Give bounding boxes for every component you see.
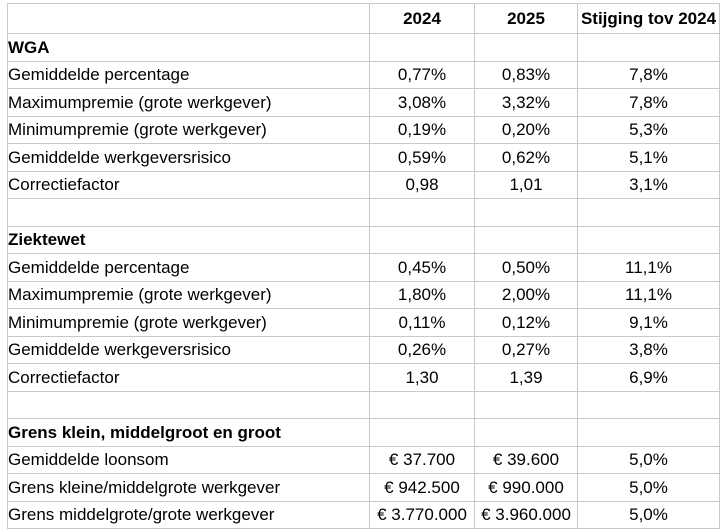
value-2025: 3,32% <box>474 88 578 117</box>
value-2024: € 942.500 <box>369 473 475 502</box>
table-row: Grens middelgrote/grote werkgever € 3.770… <box>7 500 720 529</box>
premium-comparison-table-wrap: 2024 2025 Stijging tov 2024 WGA Gemiddeld… <box>7 3 720 529</box>
value-stijging <box>577 225 720 254</box>
value-stijging: 7,8% <box>577 60 720 89</box>
value-2025: 0,12% <box>474 308 578 337</box>
table-row: Gemiddelde werkgeversrisico 0,59% 0,62% 5,1… <box>7 143 720 172</box>
value-stijging: 5,0% <box>577 500 720 529</box>
value-2025 <box>474 198 578 227</box>
row-label: Maximumpremie (grote werkgever) <box>7 88 370 117</box>
row-label <box>7 198 370 227</box>
row-label: Grens kleine/middelgrote werkgever <box>7 473 370 502</box>
value-2025: 0,20% <box>474 115 578 144</box>
value-stijging <box>577 198 720 227</box>
value-2025: € 39.600 <box>474 445 578 474</box>
value-stijging: 3,8% <box>577 335 720 364</box>
table-row: Grens kleine/middelgrote werkgever € 942.… <box>7 473 720 502</box>
value-stijging: 7,8% <box>577 88 720 117</box>
row-label: Correctiefactor <box>7 363 370 392</box>
row-label: Minimumpremie (grote werkgever) <box>7 308 370 337</box>
value-2025: € 990.000 <box>474 473 578 502</box>
row-label: Ziektewet <box>7 225 370 254</box>
value-stijging: 11,1% <box>577 253 720 282</box>
value-2024: 3,08% <box>369 88 475 117</box>
table-row: Gemiddelde werkgeversrisico 0,26% 0,27% 3,8… <box>7 335 720 364</box>
value-2024: 0,59% <box>369 143 475 172</box>
value-2024: 0,98 <box>369 170 475 199</box>
row-label: Grens middelgrote/grote werkgever <box>7 500 370 529</box>
value-2024 <box>369 225 475 254</box>
value-stijging <box>577 390 720 419</box>
value-2024: 1,30 <box>369 363 475 392</box>
row-label <box>7 390 370 419</box>
row-label: Correctiefactor <box>7 170 370 199</box>
value-2025: 1,01 <box>474 170 578 199</box>
table-row: Correctiefactor 1,30 1,39 6,9% <box>7 363 720 392</box>
table-row: Gemiddelde loonsom € 37.700 € 39.600 5,0% <box>7 445 720 474</box>
column-header-stijging: Stijging tov 2024 <box>577 3 720 34</box>
row-label: Grens klein, middelgroot en groot <box>7 418 370 447</box>
value-2025 <box>474 390 578 419</box>
value-2025: 0,27% <box>474 335 578 364</box>
table-row: Gemiddelde percentage 0,77% 0,83% 7,8% <box>7 60 720 89</box>
value-2024: 0,77% <box>369 60 475 89</box>
value-2024: 0,19% <box>369 115 475 144</box>
value-2025: 1,39 <box>474 363 578 392</box>
table-body: WGA Gemiddelde percentage 0,77% 0,83% 7,8% Ma… <box>7 33 720 529</box>
value-stijging <box>577 33 720 62</box>
row-label: Gemiddelde loonsom <box>7 445 370 474</box>
table-row: Maximumpremie (grote werkgever) 3,08% 3,32… <box>7 88 720 117</box>
table-header-row: 2024 2025 Stijging tov 2024 <box>7 3 720 34</box>
value-2025: 0,83% <box>474 60 578 89</box>
value-2024 <box>369 390 475 419</box>
value-2025 <box>474 225 578 254</box>
value-stijging: 9,1% <box>577 308 720 337</box>
value-2025: 0,50% <box>474 253 578 282</box>
value-2025: 2,00% <box>474 280 578 309</box>
value-2025: € 3.960.000 <box>474 500 578 529</box>
value-stijging: 5,3% <box>577 115 720 144</box>
value-2024 <box>369 418 475 447</box>
value-2024: 1,80% <box>369 280 475 309</box>
value-stijging: 5,0% <box>577 445 720 474</box>
table-row: Maximumpremie (grote werkgever) 1,80% 2,00… <box>7 280 720 309</box>
column-header-2025: 2025 <box>474 3 578 34</box>
value-2025 <box>474 418 578 447</box>
value-stijging: 3,1% <box>577 170 720 199</box>
value-2024 <box>369 33 475 62</box>
spacer-row <box>7 390 720 419</box>
table-row: Minimumpremie (grote werkgever) 0,11% 0,12… <box>7 308 720 337</box>
table-row: Minimumpremie (grote werkgever) 0,19% 0,20… <box>7 115 720 144</box>
row-label: WGA <box>7 33 370 62</box>
premium-comparison-table: 2024 2025 Stijging tov 2024 WGA Gemiddeld… <box>7 3 720 529</box>
value-stijging: 5,0% <box>577 473 720 502</box>
value-stijging: 6,9% <box>577 363 720 392</box>
spacer-row <box>7 198 720 227</box>
row-label: Gemiddelde percentage <box>7 253 370 282</box>
table-row: Correctiefactor 0,98 1,01 3,1% <box>7 170 720 199</box>
row-label: Minimumpremie (grote werkgever) <box>7 115 370 144</box>
value-2025 <box>474 33 578 62</box>
value-2024: € 37.700 <box>369 445 475 474</box>
value-stijging: 5,1% <box>577 143 720 172</box>
row-label: Maximumpremie (grote werkgever) <box>7 280 370 309</box>
value-2024: € 3.770.000 <box>369 500 475 529</box>
value-2024: 0,11% <box>369 308 475 337</box>
value-2025: 0,62% <box>474 143 578 172</box>
section-header-row: WGA <box>7 33 720 62</box>
value-2024 <box>369 198 475 227</box>
table-row: Gemiddelde percentage 0,45% 0,50% 11,1% <box>7 253 720 282</box>
value-2024: 0,26% <box>369 335 475 364</box>
section-header-row: Grens klein, middelgroot en groot <box>7 418 720 447</box>
section-header-row: Ziektewet <box>7 225 720 254</box>
value-stijging: 11,1% <box>577 280 720 309</box>
row-label: Gemiddelde werkgeversrisico <box>7 143 370 172</box>
column-header-2024: 2024 <box>369 3 475 34</box>
value-stijging <box>577 418 720 447</box>
value-2024: 0,45% <box>369 253 475 282</box>
column-header-empty <box>7 3 370 34</box>
row-label: Gemiddelde percentage <box>7 60 370 89</box>
row-label: Gemiddelde werkgeversrisico <box>7 335 370 364</box>
